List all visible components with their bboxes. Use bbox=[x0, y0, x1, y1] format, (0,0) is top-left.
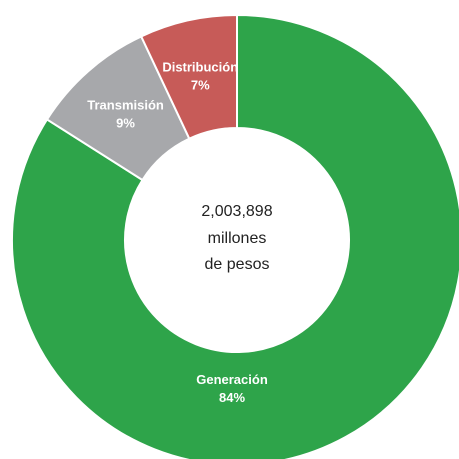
center-unit-line-2: de pesos bbox=[205, 256, 270, 273]
center-total-value: 2,003,898 bbox=[201, 203, 272, 220]
slice-label-percent: 84% bbox=[219, 390, 245, 405]
slice-label-percent: 7% bbox=[191, 78, 210, 93]
center-unit-line-1: millones bbox=[208, 230, 267, 247]
slice-label-percent: 9% bbox=[116, 116, 135, 131]
slice-label-name: Transmisión bbox=[87, 98, 164, 113]
slice-generacion bbox=[11, 13, 459, 459]
slice-label-name: Generación bbox=[196, 372, 268, 387]
labels-layer: Generación 84% Transmisión 9% Distribución 7% bbox=[87, 60, 268, 405]
slices-layer bbox=[11, 13, 459, 459]
slice-distribucion bbox=[139, 13, 238, 140]
slice-label-name: Distribución bbox=[162, 60, 238, 75]
